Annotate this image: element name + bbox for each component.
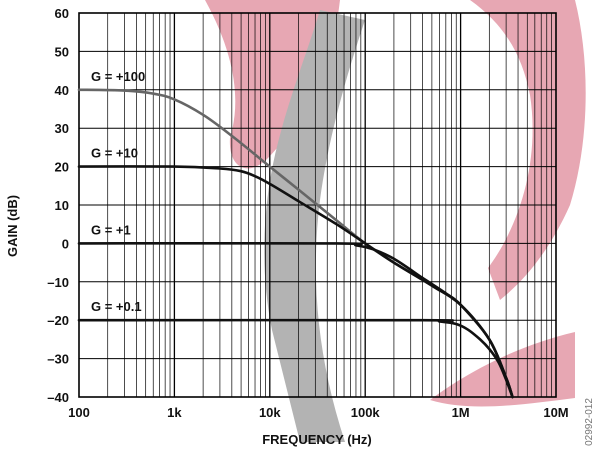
series-label-4: G = +0.1 — [91, 299, 142, 314]
y-tick-label: –40 — [47, 390, 69, 405]
x-axis-title: FREQUENCY (Hz) — [262, 432, 372, 447]
y-tick-label: 60 — [55, 6, 69, 21]
series-line-4 — [77, 318, 514, 399]
series-label-3: G = +1 — [91, 222, 131, 237]
watermark-logo — [205, 0, 586, 442]
x-tick-label: 1k — [167, 405, 182, 420]
y-tick-label: 0 — [62, 236, 69, 251]
figure-id: 02992-012 — [584, 398, 595, 446]
x-tick-label: 100 — [68, 405, 90, 420]
y-tick-label: 10 — [55, 198, 69, 213]
y-tick-label: 40 — [55, 83, 69, 98]
series-label-1: G = +100 — [91, 69, 145, 84]
series-curves — [77, 88, 514, 399]
y-tick-label: –10 — [47, 275, 69, 290]
x-tick-label: 10k — [259, 405, 281, 420]
x-axis-tick-labels: 100 1k 10k 100k 1M 10M — [68, 405, 569, 420]
series-line-3 — [77, 241, 514, 399]
y-tick-label: 30 — [55, 121, 69, 136]
plot-frame — [78, 12, 557, 398]
watermark-pink-swoosh-upper — [205, 0, 340, 169]
watermark-gray-swoosh — [264, 10, 365, 442]
series-labels: G = +100 G = +10 G = +1 G = +0.1 — [91, 69, 145, 314]
y-tick-label: 50 — [55, 44, 69, 59]
y-tick-label: –30 — [47, 352, 69, 367]
x-tick-label: 1M — [452, 405, 470, 420]
watermark-pink-swoosh-right — [470, 0, 586, 300]
y-axis-tick-labels: 60 50 40 30 20 10 0 –10 –20 –30 –40 — [47, 6, 69, 405]
plot-grid — [79, 13, 556, 397]
y-axis-title: GAIN (dB) — [5, 195, 20, 257]
x-tick-label: 10M — [543, 405, 568, 420]
series-label-2: G = +10 — [91, 146, 138, 161]
y-tick-label: –20 — [47, 313, 69, 328]
x-tick-label: 100k — [351, 405, 381, 420]
y-tick-label: 20 — [55, 160, 69, 175]
